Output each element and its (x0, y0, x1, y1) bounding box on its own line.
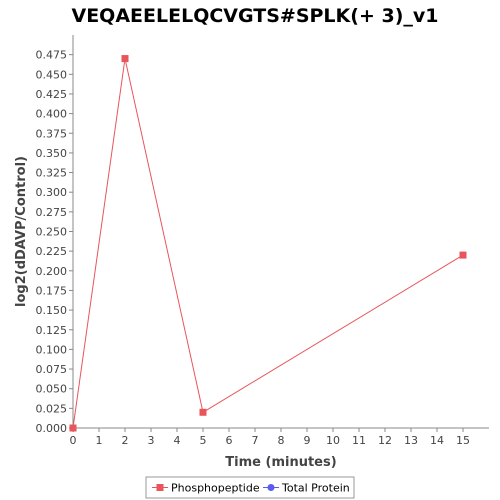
x-axis-label: Time (minutes) (225, 455, 336, 470)
plot-area (73, 35, 489, 428)
x-tick-label: 6 (226, 434, 233, 447)
y-tick-label: 0.375 (36, 127, 68, 140)
y-tick-label: 0.200 (36, 265, 68, 278)
series-layer (69, 55, 467, 432)
x-tick-label: 14 (430, 434, 444, 447)
x-tick-label: 12 (378, 434, 392, 447)
legend-circle-marker (267, 484, 275, 491)
plot-background (73, 35, 489, 428)
y-axis-label: log2(dDAVP/Control) (14, 156, 29, 307)
x-tick-label: 3 (148, 434, 155, 447)
x-tick-label: 7 (252, 434, 259, 447)
y-tick-label: 0.000 (36, 422, 68, 435)
data-point (199, 408, 207, 416)
y-tick-label: 0.425 (36, 88, 68, 101)
y-axis: 0.000 0.025 0.050 0.075 0.100 0.125 0.150 0.175… (36, 35, 74, 435)
data-point (69, 424, 77, 432)
data-point (459, 251, 467, 259)
x-tick-label: 15 (456, 434, 470, 447)
y-tick-label: 0.325 (36, 167, 68, 180)
x-tick-label: 2 (122, 434, 129, 447)
y-tick-label: 0.150 (36, 304, 68, 317)
series-line-0 (72, 58, 464, 429)
legend-label: Total Protein (281, 482, 350, 495)
chart-title: VEQAEELELQCVGTS#SPLK(+ 3)_v1 (72, 5, 439, 27)
y-tick-label: 0.450 (36, 68, 68, 81)
legend-label: Phosphopeptide (171, 482, 260, 495)
x-tick-label: 8 (278, 434, 285, 447)
x-tick-label: 10 (326, 434, 340, 447)
y-tick-label: 0.300 (36, 186, 68, 199)
y-tick-label: 0.125 (36, 324, 68, 337)
y-tick-label: 0.475 (36, 49, 68, 62)
data-point (121, 55, 129, 63)
y-tick-label: 0.400 (36, 108, 68, 121)
x-tick-label: 9 (304, 434, 311, 447)
y-tick-label: 0.050 (36, 383, 68, 396)
x-tick-label: 4 (174, 434, 181, 447)
y-tick-label: 0.225 (36, 245, 68, 258)
y-tick-label: 0.075 (36, 363, 68, 376)
legend: Phosphopeptide Total Protein (145, 476, 355, 499)
y-tick-label: 0.275 (36, 206, 68, 219)
x-tick-label: 11 (352, 434, 366, 447)
y-tick-label: 0.350 (36, 147, 68, 160)
y-tick-label: 0.250 (36, 226, 68, 239)
y-tick-label: 0.100 (36, 343, 68, 356)
x-tick-label: 0 (70, 434, 77, 447)
x-tick-label: 1 (96, 434, 103, 447)
legend-box (145, 476, 355, 499)
y-tick-label: 0.175 (36, 284, 68, 297)
legend-square-marker (156, 484, 164, 491)
x-tick-label: 13 (404, 434, 418, 447)
y-tick-label: 0.025 (36, 402, 68, 415)
x-tick-label: 5 (200, 434, 207, 447)
x-axis: 0 1 2 3 4 5 6 7 8 9 10 11 12 13 14 15 (70, 427, 489, 447)
